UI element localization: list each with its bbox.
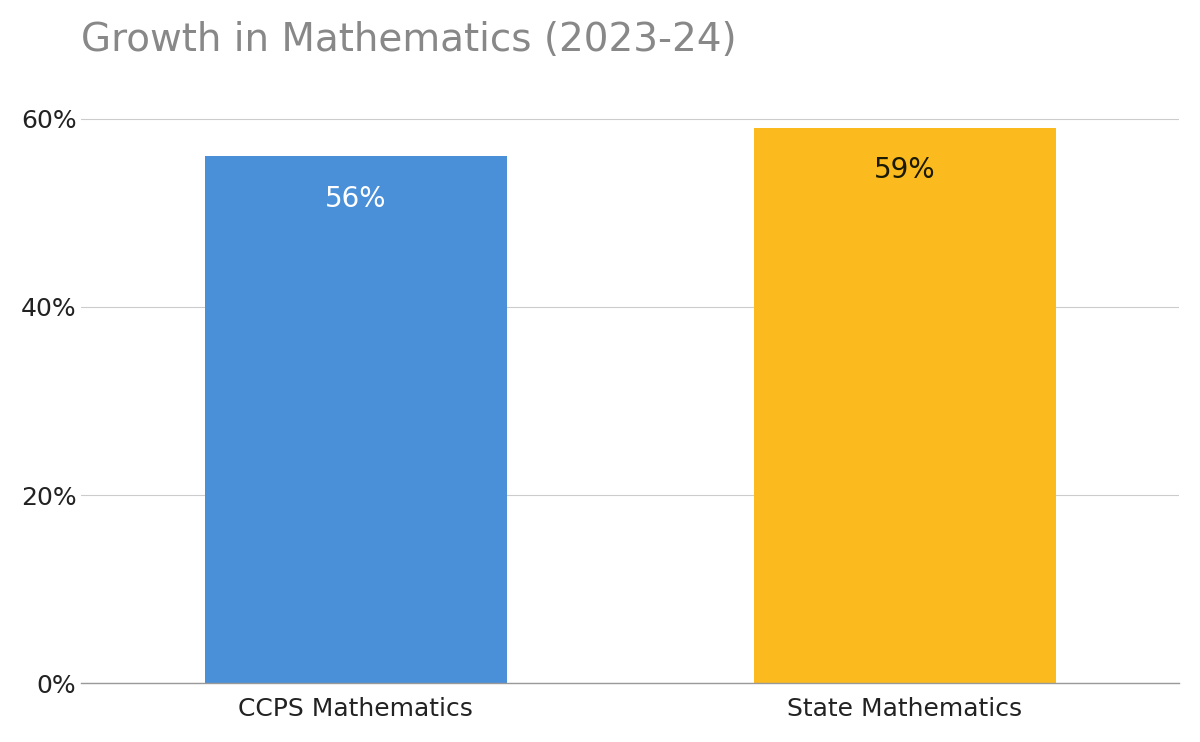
Bar [205,157,506,683]
Bar [754,128,1056,683]
Text: 59%: 59% [874,157,936,184]
Text: 56%: 56% [325,185,386,212]
Text: Growth in Mathematics (2023-24): Growth in Mathematics (2023-24) [82,21,737,59]
